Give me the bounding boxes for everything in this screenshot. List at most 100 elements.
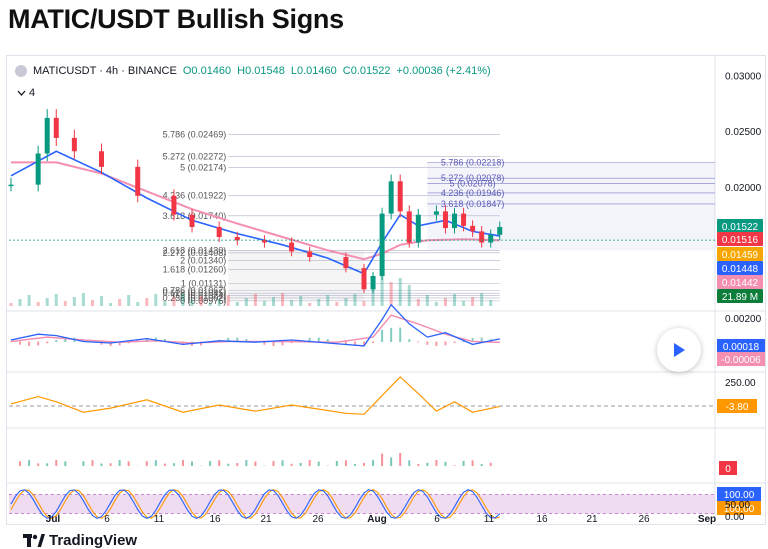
macd-axis-tick: 0.00200 [725, 314, 762, 325]
volume-bar [263, 301, 266, 306]
volume-bar [28, 295, 31, 306]
time-axis-tick: 16 [536, 514, 548, 524]
osc-histogram-bar [481, 464, 483, 466]
osc-histogram-bar [82, 461, 84, 466]
price-tag-label: 0.01459 [722, 250, 759, 261]
volume-bar [308, 303, 311, 306]
osc-histogram-bar [336, 461, 338, 466]
osc-histogram-bar [408, 460, 410, 466]
osc-histogram-bar [345, 460, 347, 466]
fib-level-label: 5 (0.02174) [180, 163, 226, 173]
volume-bar [399, 278, 402, 306]
fib-level-label: 1.618 (0.01260) [163, 264, 227, 274]
time-axis-tick: 11 [154, 514, 165, 524]
volume-bar [172, 297, 175, 306]
osc-histogram-bar [354, 464, 356, 466]
candle-body [470, 226, 475, 232]
volume-bar [290, 300, 293, 306]
volume-bar [191, 300, 194, 306]
volume-bar [480, 293, 483, 306]
volume-bar [353, 294, 356, 306]
candle-body [72, 138, 77, 151]
osc-histogram-bar [327, 465, 329, 466]
candle-body [389, 181, 394, 213]
price-tag-label: 0.01522 [722, 222, 759, 233]
volume-bar [10, 303, 13, 306]
time-axis-tick: 21 [260, 514, 272, 524]
volume-bar [91, 300, 94, 306]
price-axis-tick: 0.03000 [725, 72, 762, 83]
volume-bar [46, 298, 49, 306]
osc-histogram-bar [463, 461, 465, 466]
candle-body [36, 153, 41, 184]
osc-histogram-bar [454, 465, 456, 466]
article-headline: MATIC/USDT Bullish Signs [8, 4, 344, 35]
osc-histogram-bar [300, 463, 302, 466]
candle-body [434, 211, 439, 214]
macd-histogram-bar [454, 342, 456, 344]
volume-bar [236, 302, 239, 306]
macd-histogram-bar [399, 328, 401, 342]
candle-body [479, 231, 484, 242]
osc-histogram-bar [291, 464, 293, 466]
osc-histogram-bar [245, 460, 247, 466]
macd-histogram-bar [55, 340, 57, 342]
time-axis-tick: 21 [586, 514, 598, 524]
osc-histogram-bar [444, 462, 446, 466]
volume-bar [209, 303, 212, 306]
price-axis-tick: 0.02500 [725, 127, 762, 138]
chart-frame[interactable]: MATICUSDT · 4h · BINANCE O0.01460 H0.015… [6, 55, 766, 525]
osc-histogram-bar [490, 463, 492, 466]
fib-right-label: 5.786 (0.02218) [441, 158, 505, 168]
osc-histogram-bar [191, 461, 193, 466]
osc-histogram-bar [173, 463, 175, 466]
play-button[interactable] [657, 328, 701, 372]
volume-bar [317, 299, 320, 306]
ema-slow-line [11, 162, 500, 259]
volume-bar [118, 299, 121, 306]
volume-bar [64, 301, 67, 306]
volume-bar [344, 298, 347, 306]
price-tag-label: 0.01448 [722, 264, 759, 275]
candle-body [443, 211, 448, 228]
macd-histogram-bar [408, 339, 410, 342]
volume-bar [37, 302, 40, 306]
stoch-axis-tick: 50.00 [725, 500, 750, 511]
chart-canvas[interactable]: 5.786 (0.02469)5.272 (0.02272)5 (0.02174… [7, 56, 765, 524]
play-icon [672, 342, 686, 358]
price-tag-label: 21.89 M [722, 292, 758, 303]
candle-body [461, 214, 466, 226]
candle-body [371, 276, 376, 289]
volume-bar [408, 285, 411, 306]
cci-tag-label: -3.80 [726, 402, 749, 413]
volume-bar [145, 298, 148, 306]
time-axis-tick: Jul [46, 514, 61, 524]
candle-body [54, 118, 59, 138]
volume-bar [245, 298, 248, 306]
volume-bar [19, 299, 22, 306]
volume-bar [471, 297, 474, 306]
osc-histogram-bar [55, 460, 57, 466]
macd-histogram-bar [19, 342, 21, 345]
volume-bar [82, 293, 85, 306]
tradingview-brand: TradingView [23, 532, 137, 549]
osc-histogram-bar [19, 461, 21, 466]
candle-body [190, 215, 195, 227]
macd-histogram-bar [28, 342, 30, 346]
osc-histogram-bar [209, 461, 211, 466]
macd-histogram-bar [444, 342, 446, 346]
osc-histogram-bar [236, 463, 238, 466]
candle-body [171, 196, 176, 215]
volume-bar [200, 296, 203, 306]
macd-histogram-bar [417, 342, 419, 343]
volume-bar [462, 301, 465, 306]
osc-histogram-bar [318, 462, 320, 466]
hist-tag-label: 0 [725, 464, 731, 475]
fib-level-label: 5.786 (0.02469) [163, 130, 227, 140]
macd-histogram-bar [46, 342, 48, 344]
time-axis-tick: 26 [638, 514, 650, 524]
candle-body [497, 227, 502, 235]
stoch-band [9, 494, 715, 513]
time-axis-tick: 11 [484, 514, 495, 524]
osc-histogram-bar [182, 460, 184, 466]
